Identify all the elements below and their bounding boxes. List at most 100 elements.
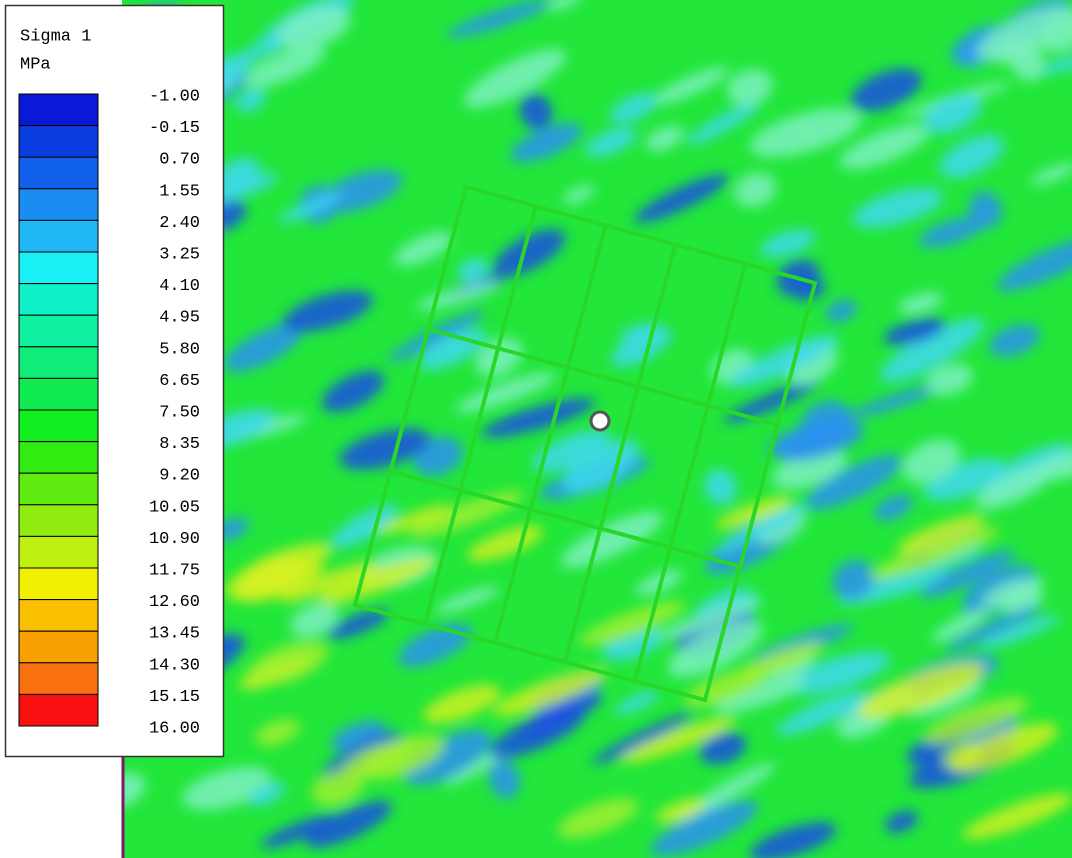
contour-patch bbox=[326, 609, 389, 640]
legend-swatch bbox=[18, 693, 99, 727]
contour-patch bbox=[358, 734, 446, 781]
contour-patch bbox=[277, 5, 351, 50]
contour-patch bbox=[850, 68, 922, 112]
contour-patch bbox=[714, 676, 806, 713]
contour-patch bbox=[805, 455, 903, 510]
legend-label: 8.35 bbox=[159, 435, 200, 454]
contour-patch bbox=[925, 363, 973, 396]
contour-patch bbox=[377, 504, 452, 535]
contour-patch bbox=[247, 641, 329, 686]
contour-patch bbox=[734, 172, 776, 208]
legend-label: -1.00 bbox=[149, 87, 200, 106]
contour-patch bbox=[455, 372, 556, 413]
legend-swatch bbox=[18, 472, 99, 506]
contour-patch bbox=[989, 324, 1040, 357]
contour-patch bbox=[330, 720, 387, 752]
contour-patch bbox=[557, 798, 639, 839]
contour-patch bbox=[520, 693, 602, 736]
grid-line bbox=[493, 224, 608, 644]
contour-patch bbox=[422, 684, 501, 724]
contour-patch bbox=[749, 822, 837, 858]
contour-patch bbox=[1030, 163, 1072, 186]
legend-label: 16.00 bbox=[149, 719, 200, 738]
legend-swatch bbox=[18, 188, 99, 221]
contour-patch bbox=[931, 608, 989, 642]
contour-patch bbox=[939, 134, 1004, 178]
contour-patch bbox=[979, 615, 1060, 649]
contour-patch bbox=[729, 335, 839, 388]
tunnel bbox=[589, 410, 611, 432]
legend-label: 14.30 bbox=[149, 656, 200, 675]
legend-swatch bbox=[18, 504, 99, 537]
contour-patch bbox=[655, 798, 706, 823]
contour-patch bbox=[237, 560, 323, 602]
legend-label: 7.50 bbox=[159, 403, 200, 422]
contour-patch bbox=[650, 66, 729, 106]
legend-swatch bbox=[18, 409, 99, 443]
legend-label: 13.45 bbox=[149, 625, 200, 644]
contour-patch bbox=[242, 45, 326, 88]
contour-patch bbox=[546, 0, 583, 11]
contour-patch bbox=[330, 504, 399, 548]
contour-patch bbox=[403, 729, 492, 786]
contour-patch bbox=[532, 429, 611, 472]
legend-swatch bbox=[18, 125, 99, 158]
grid-line bbox=[423, 205, 538, 625]
legend-swatch bbox=[18, 283, 99, 316]
contour-patch bbox=[492, 668, 607, 716]
legend-swatch bbox=[18, 93, 99, 127]
contour-patch bbox=[319, 557, 436, 605]
contour-patch bbox=[609, 93, 658, 123]
contour-patch bbox=[945, 605, 1042, 651]
contour-patch bbox=[786, 651, 891, 695]
contour-patch bbox=[492, 229, 566, 277]
legend-label: 5.80 bbox=[159, 340, 200, 359]
contour-patch bbox=[458, 258, 489, 283]
contour-patch bbox=[974, 466, 1052, 510]
contour-patch bbox=[579, 601, 685, 646]
contour-patch bbox=[645, 125, 684, 152]
legend-swatch bbox=[18, 251, 99, 285]
contour-patch bbox=[874, 494, 913, 521]
contour-patch bbox=[519, 93, 553, 130]
contour-patch bbox=[408, 491, 524, 538]
contour-patch bbox=[481, 398, 595, 438]
legend-unit: MPa bbox=[20, 55, 51, 74]
contour-patch bbox=[923, 458, 1006, 501]
legend-label: 6.65 bbox=[159, 372, 200, 391]
legend-title: Sigma 1 bbox=[20, 27, 91, 46]
contour-patch bbox=[919, 550, 1016, 599]
legend-label: 1.55 bbox=[159, 182, 200, 201]
contour-patch bbox=[247, 782, 286, 806]
grid-line bbox=[389, 469, 741, 569]
contour-patch bbox=[563, 184, 595, 205]
contour-patch bbox=[897, 515, 986, 554]
contour-patch bbox=[416, 281, 501, 310]
contour-patch bbox=[475, 337, 523, 377]
contour-patch bbox=[902, 439, 961, 484]
contour-patch bbox=[976, 5, 1072, 61]
contour-patch bbox=[488, 759, 521, 799]
legend: Sigma 1 MPa -1.00 -0.15 0.70 1.55 2.40 3.25 4.… bbox=[4, 4, 225, 758]
contour-patch bbox=[869, 527, 1000, 579]
excavation-grid bbox=[352, 184, 818, 703]
contour-patch bbox=[776, 691, 868, 736]
contour-patch bbox=[898, 292, 943, 315]
contour-patch bbox=[463, 48, 567, 108]
contour-patch bbox=[852, 187, 944, 228]
contour-patch bbox=[444, 748, 510, 786]
contour-patch bbox=[620, 716, 737, 763]
legend-label: 0.70 bbox=[159, 151, 200, 170]
contour-patch bbox=[321, 370, 385, 413]
legend-label: 12.60 bbox=[149, 593, 200, 612]
legend-swatch bbox=[18, 219, 99, 253]
legend-label: 15.15 bbox=[149, 688, 200, 707]
contour-patch bbox=[279, 562, 378, 603]
contour-patch bbox=[223, 323, 304, 373]
legend-label: 10.90 bbox=[149, 530, 200, 549]
legend-label: 9.20 bbox=[159, 467, 200, 486]
contour-patch bbox=[923, 697, 1029, 744]
contour-patch bbox=[686, 102, 760, 146]
contour-patch bbox=[283, 290, 373, 332]
